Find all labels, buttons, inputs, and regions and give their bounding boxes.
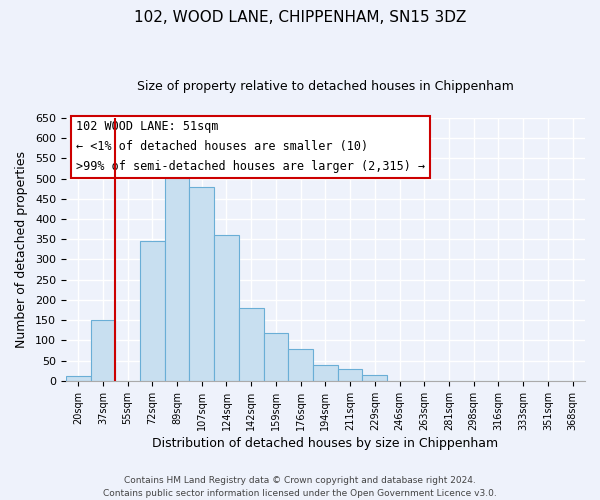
Text: 102, WOOD LANE, CHIPPENHAM, SN15 3DZ: 102, WOOD LANE, CHIPPENHAM, SN15 3DZ (134, 10, 466, 25)
Bar (140, 242, 164, 381)
Bar (66, 376, 91, 381)
X-axis label: Distribution of detached houses by size in Chippenham: Distribution of detached houses by size … (152, 437, 499, 450)
Bar (313, 365, 338, 381)
Y-axis label: Number of detached properties: Number of detached properties (15, 151, 28, 348)
Bar (362, 375, 387, 381)
Bar (263, 333, 289, 381)
Text: 102 WOOD LANE: 51sqm
← <1% of detached houses are smaller (10)
>99% of semi-deta: 102 WOOD LANE: 51sqm ← <1% of detached h… (76, 120, 425, 174)
Bar (289, 350, 313, 381)
Text: Contains HM Land Registry data © Crown copyright and database right 2024.
Contai: Contains HM Land Registry data © Crown c… (103, 476, 497, 498)
Title: Size of property relative to detached houses in Chippenham: Size of property relative to detached ho… (137, 80, 514, 93)
Bar (239, 308, 263, 381)
Bar (338, 369, 362, 381)
Bar (164, 172, 190, 381)
Bar (214, 235, 239, 381)
Bar (190, 186, 214, 381)
Bar (91, 320, 115, 381)
